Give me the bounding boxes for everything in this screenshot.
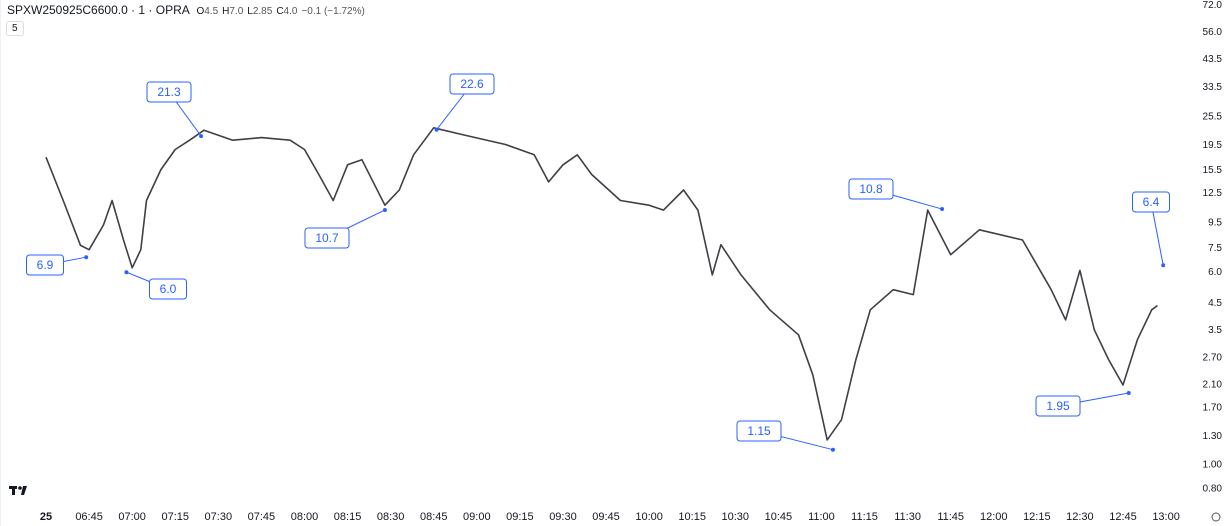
x-tick-label: 10:00 [635,511,663,523]
callout-point [1126,390,1131,395]
ohlc-value: 4.5 [204,6,219,17]
header: SPXW250925C6600.0 · 1 · OPRA O4.5 H7.0 L2.… [7,3,365,17]
callout-box [449,73,495,95]
ohlc-value: 2.85 [252,6,273,17]
x-tick-label: 10:15 [678,511,706,523]
ohlc: O4.5 H7.0 L2.85 C4.0 −0.1 (−1.72%) [196,6,364,17]
callout-label: 1.95 [1046,399,1070,413]
x-tick-label: 07:15 [161,511,189,523]
callout-box [26,254,64,276]
interval-text: 5 [12,23,18,34]
ohlc-key: O [196,6,205,17]
change: −0.1 (−1.72%) [301,6,365,17]
y-tick-label: 56.0 [1203,27,1223,38]
x-tick-label: 08:45 [420,511,448,523]
y-tick-label: 15.5 [1203,165,1223,176]
ohlc-value: 4.0 [283,6,298,17]
x-tick-label: 12:30 [1066,511,1094,523]
y-tick-label: 19.5 [1203,140,1223,151]
callout-label: 6.9 [37,258,54,272]
x-tick-label: 12:15 [1023,511,1051,523]
y-tick-label: 1.70 [1203,402,1223,413]
y-tick-label: 12.5 [1203,188,1223,199]
y-tick-label: 43.5 [1203,54,1223,65]
y-tick-label: 2.70 [1203,353,1223,364]
x-tick-label: 12:45 [1109,511,1137,523]
y-tick-label: 1.30 [1203,431,1223,442]
x-tick-label: 07:00 [118,511,146,523]
ohlc-value: 7.0 [229,6,244,17]
callout-label: 10.7 [315,231,339,245]
y-tick-label: 33.5 [1203,82,1223,93]
callout-point [830,447,835,452]
ohlc-key: C [276,6,284,17]
callout-label: 6.0 [160,282,177,296]
y-tick-label: 72.0 [1203,0,1223,11]
callout-label: 10.8 [859,182,883,196]
callout-box [149,278,187,300]
x-tick-label: 08:00 [291,511,319,523]
callout-label: 21.3 [157,85,181,99]
interval-button[interactable]: 5 [6,21,24,36]
x-tick-label: 09:15 [506,511,534,523]
x-tick-label: 11:15 [851,511,878,523]
settings-icon[interactable] [1211,512,1221,522]
callout-box [848,178,894,200]
callout-box [736,420,782,442]
callout-point [124,270,129,275]
x-tick-label: 12:00 [980,511,1008,523]
price-line [45,127,1158,441]
callout-point [84,255,89,260]
y-tick-label: 4.5 [1208,298,1222,309]
x-tick-label: 11:00 [808,511,835,523]
ohlc-key: H [222,6,230,17]
tv-logo [9,486,27,495]
y-tick-label: 2.10 [1203,380,1223,391]
callout-point [434,127,439,132]
callout-point [940,207,945,212]
x-tick-label: 09:45 [592,511,620,523]
callout-label: 6.4 [1143,195,1160,209]
x-tick-label: 11:45 [937,511,964,523]
ohlc-key: L [247,6,253,17]
y-tick-label: 6.0 [1208,267,1222,278]
y-tick-label: 25.5 [1203,111,1223,122]
callout-line [1150,201,1164,266]
y-tick-label: 7.5 [1208,243,1222,254]
callout-point [1161,263,1166,268]
y-tick-label: 3.5 [1208,325,1222,336]
callout-point [199,134,204,139]
x-tick-label: 08:15 [334,511,362,523]
x-tick-label: 06:45 [75,511,103,523]
x-tick-label: 08:30 [377,511,405,523]
x-tick-label: 09:00 [463,511,491,523]
callout-box [304,227,350,249]
x-tick-label: 07:45 [248,511,276,523]
callout-box [1132,191,1170,213]
symbol: SPXW250925C6600.0 · 1 · OPRA [7,3,190,17]
callout-box [1035,395,1081,417]
callout-box [146,81,192,103]
callout-label: 1.15 [747,424,771,438]
callout-label: 22.6 [460,77,484,91]
x-tick-label: 10:45 [765,511,793,523]
x-tick-label: 13:00 [1152,511,1180,523]
y-tick-label: 9.5 [1208,217,1222,228]
x-tick-label: 09:30 [549,511,577,523]
x-tick-label: 25 [40,511,52,523]
y-tick-label: 1.00 [1203,459,1223,470]
x-tick-label: 07:30 [205,511,233,523]
x-tick-label: 10:30 [722,511,750,523]
callout-point [382,208,387,213]
y-tick-label: 0.80 [1203,483,1223,494]
x-tick-label: 11:30 [894,511,921,523]
